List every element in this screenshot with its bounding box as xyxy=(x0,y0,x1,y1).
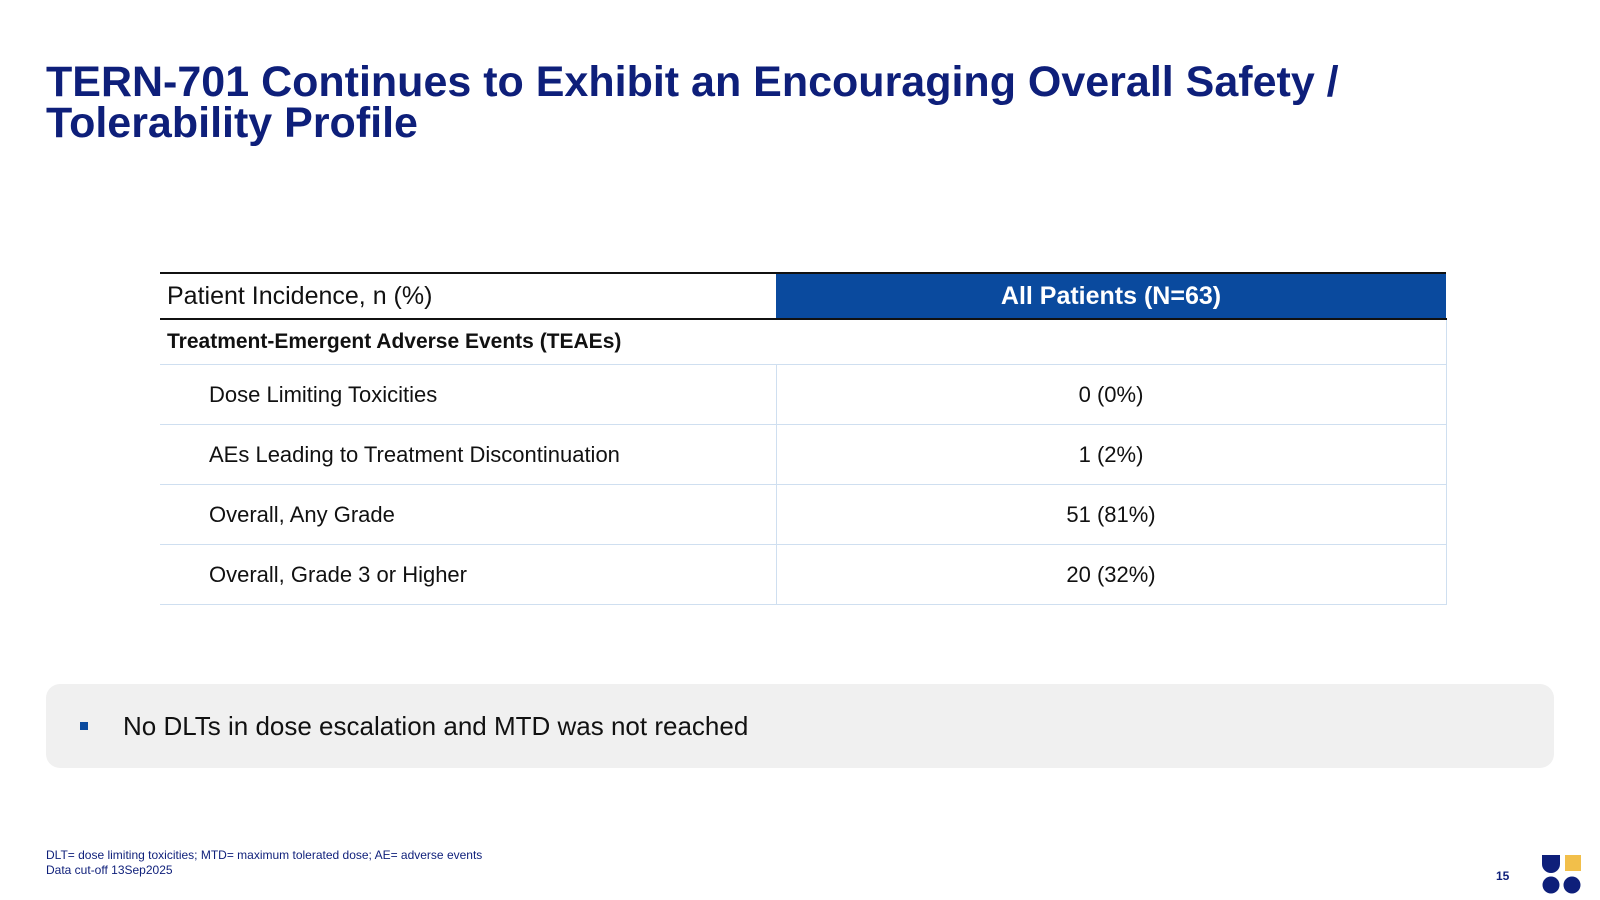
page-title: TERN-701 Continues to Exhibit an Encoura… xyxy=(46,58,1466,147)
row-label: AEs Leading to Treatment Discontinuation xyxy=(160,424,777,485)
section-label-teaes: Treatment-Emergent Adverse Events (TEAEs… xyxy=(160,319,1447,365)
footnote-data-cutoff: Data cut-off 13Sep2025 xyxy=(46,863,173,877)
footnote-abbreviations: DLT= dose limiting toxicities; MTD= maxi… xyxy=(46,848,483,862)
table-row: Dose Limiting Toxicities 0 (0%) xyxy=(160,364,1447,425)
header-patient-incidence: Patient Incidence, n (%) xyxy=(160,272,776,320)
title-line-2: Tolerability Profile xyxy=(46,99,418,147)
row-value: 0 (0%) xyxy=(776,364,1447,425)
table-row: Overall, Grade 3 or Higher 20 (32%) xyxy=(160,544,1447,605)
safety-table: Patient Incidence, n (%) All Patients (N… xyxy=(160,272,1447,605)
row-label: Overall, Any Grade xyxy=(160,484,777,545)
footnote: DLT= dose limiting toxicities; MTD= maxi… xyxy=(46,848,482,878)
table-header-row: Patient Incidence, n (%) All Patients (N… xyxy=(160,272,1446,320)
row-value: 1 (2%) xyxy=(776,424,1447,485)
page-number: 15 xyxy=(1496,869,1510,883)
key-point-callout: No DLTs in dose escalation and MTD was n… xyxy=(46,684,1554,768)
title-line-1: TERN-701 Continues to Exhibit an Encoura… xyxy=(46,58,1339,106)
square-bullet-icon xyxy=(80,722,88,730)
table-section-row: Treatment-Emergent Adverse Events (TEAEs… xyxy=(160,319,1447,365)
table-row: AEs Leading to Treatment Discontinuation… xyxy=(160,424,1447,485)
callout-text: No DLTs in dose escalation and MTD was n… xyxy=(123,711,749,741)
row-label: Overall, Grade 3 or Higher xyxy=(160,544,777,605)
table-row: Overall, Any Grade 51 (81%) xyxy=(160,484,1447,545)
company-logo-icon xyxy=(1542,855,1581,894)
header-all-patients: All Patients (N=63) xyxy=(776,272,1446,320)
row-label: Dose Limiting Toxicities xyxy=(160,364,777,425)
row-value: 20 (32%) xyxy=(776,544,1447,605)
row-value: 51 (81%) xyxy=(776,484,1447,545)
